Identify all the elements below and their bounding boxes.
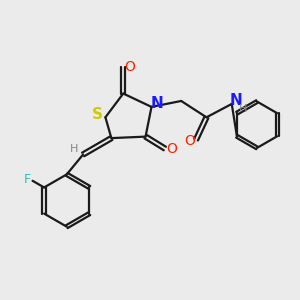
Text: O: O: [184, 134, 195, 148]
Text: N: N: [151, 96, 164, 111]
Text: O: O: [124, 60, 135, 74]
Text: F: F: [24, 173, 31, 186]
Text: N: N: [230, 94, 243, 109]
Text: H: H: [70, 144, 78, 154]
Text: O: O: [166, 142, 177, 155]
Text: S: S: [92, 107, 103, 122]
Text: H: H: [239, 104, 247, 114]
